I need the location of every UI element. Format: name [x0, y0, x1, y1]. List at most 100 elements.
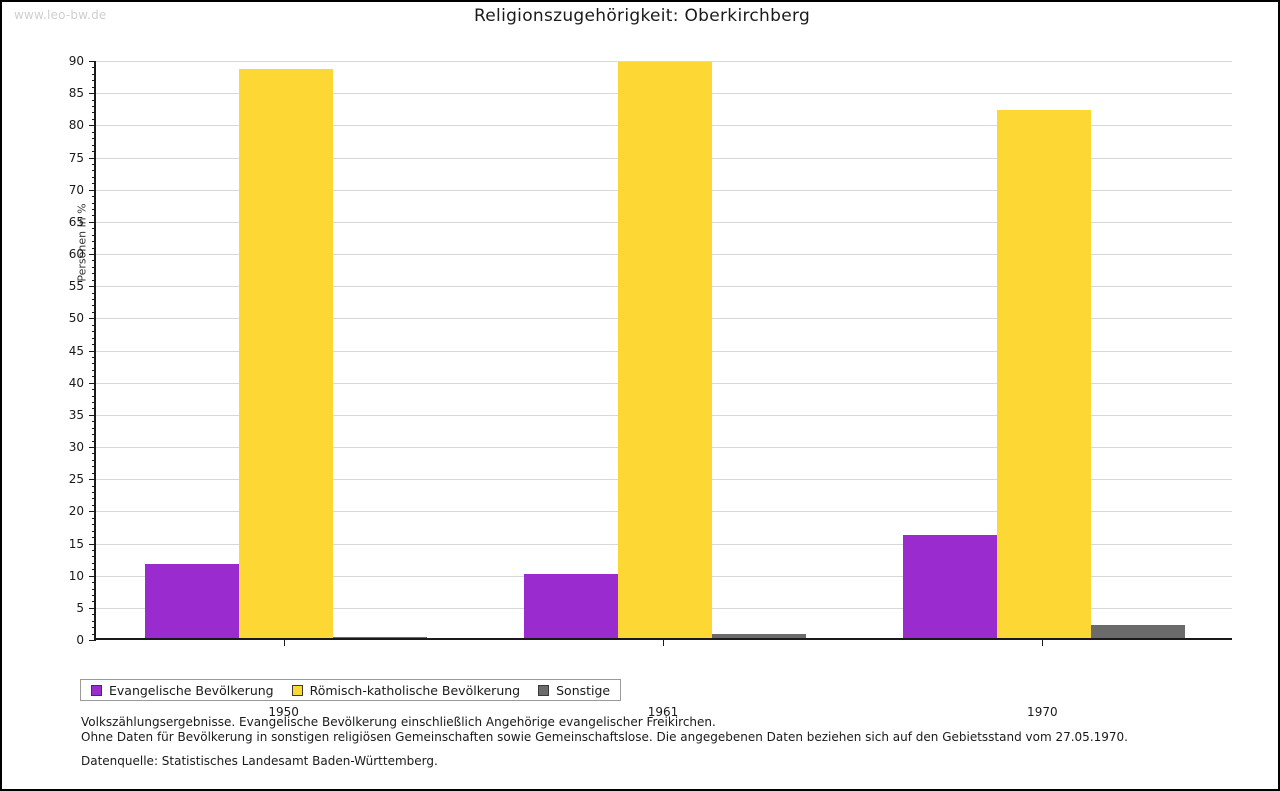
- y-tick-minor: [92, 389, 96, 391]
- y-tick-major: [89, 189, 96, 191]
- y-tick-major: [89, 93, 96, 95]
- y-tick-minor: [92, 247, 96, 249]
- legend-label: Evangelische Bevölkerung: [109, 682, 274, 698]
- y-tick-minor: [92, 594, 96, 596]
- y-tick-minor: [92, 215, 96, 217]
- y-tick-label: 25: [68, 472, 84, 487]
- y-tick-minor: [92, 228, 96, 230]
- x-axis-label: 1970: [1027, 705, 1058, 719]
- y-tick-major: [89, 607, 96, 609]
- y-tick-minor: [92, 73, 96, 75]
- y-tick-minor: [92, 241, 96, 243]
- y-tick-minor: [92, 266, 96, 268]
- y-tick-label: 35: [68, 407, 84, 422]
- y-tick-label: 10: [68, 568, 84, 583]
- y-tick-minor: [92, 234, 96, 236]
- y-tick-minor: [92, 279, 96, 281]
- y-tick-minor: [92, 163, 96, 165]
- bar-1961-series-0: [524, 573, 618, 638]
- y-tick-minor: [92, 363, 96, 365]
- y-tick-major: [89, 447, 96, 448]
- y-tick-minor: [92, 530, 96, 532]
- y-tick-minor: [92, 170, 96, 172]
- y-tick-label: 20: [68, 504, 84, 519]
- y-tick-label: 85: [68, 86, 84, 101]
- y-tick-minor: [92, 196, 96, 198]
- legend-label: Sonstige: [556, 682, 611, 698]
- y-tick-label: 15: [68, 536, 84, 551]
- y-tick-minor: [92, 202, 96, 204]
- y-tick-label: 90: [68, 54, 84, 68]
- y-tick-label: 5: [76, 600, 84, 615]
- bar-1961-series-1: [618, 61, 712, 638]
- y-tick-minor: [92, 176, 96, 178]
- y-tick-minor: [92, 131, 96, 133]
- y-tick-label: 60: [68, 247, 84, 261]
- y-tick-minor: [92, 492, 96, 494]
- watermark-text: www.leo-bw.de: [14, 8, 107, 22]
- y-tick-minor: [92, 292, 96, 294]
- y-tick-major: [89, 254, 96, 255]
- y-tick-minor: [92, 498, 96, 500]
- y-tick-minor: [92, 620, 96, 622]
- y-tick-label: 75: [68, 150, 84, 165]
- x-tick: [663, 640, 664, 646]
- bar-1970-series-1: [997, 110, 1092, 638]
- x-tick: [1042, 640, 1044, 646]
- x-axis-label: 1961: [647, 705, 679, 719]
- footnotes: Volkszählungsergebnisse. Evangelische Be…: [81, 715, 1128, 745]
- y-tick-minor: [92, 614, 96, 616]
- y-tick-major: [89, 286, 96, 288]
- y-tick-minor: [92, 440, 96, 442]
- y-tick-minor: [92, 305, 96, 307]
- y-axis-labels: Personen in % 0 5 10 15 20 25 30 35 40 45 50 55 60 65…: [54, 54, 89, 647]
- bar-1950-series-2: [332, 637, 427, 638]
- footnote-line-1: Volkszählungsergebnisse. Evangelische Be…: [81, 715, 716, 729]
- y-tick-major: [89, 479, 96, 481]
- y-tick-minor: [92, 183, 96, 185]
- y-tick-minor: [92, 344, 96, 346]
- y-tick-minor: [92, 633, 96, 635]
- y-tick-major: [89, 318, 96, 320]
- bar-1950-series-1: [238, 68, 333, 638]
- y-tick-major: [89, 61, 96, 62]
- y-tick-minor: [92, 549, 96, 551]
- y-tick-minor: [92, 356, 96, 358]
- y-tick-minor: [92, 569, 96, 571]
- chart-legend: Evangelische Bevölkerung Römisch-katholi…: [80, 679, 622, 701]
- y-tick-label: 70: [68, 182, 84, 197]
- y-tick-minor: [92, 627, 96, 629]
- y-tick-major: [89, 511, 96, 513]
- y-tick-minor: [92, 459, 96, 461]
- y-tick-minor: [92, 485, 96, 487]
- y-tick-minor: [92, 337, 96, 339]
- y-tick-major: [89, 414, 96, 416]
- y-tick-label: 50: [68, 311, 84, 326]
- y-tick-minor: [92, 106, 96, 108]
- legend-swatch-icon: [538, 684, 550, 696]
- y-tick-minor: [92, 80, 96, 82]
- plot-area: 1950 1961 1970: [89, 61, 1232, 719]
- bar-1970-series-2: [1091, 625, 1186, 638]
- y-tick-major: [89, 382, 96, 384]
- footnote-line-2: Ohne Daten für Bevölkerung in sonstigen …: [81, 730, 1128, 744]
- y-tick-minor: [92, 311, 96, 313]
- y-tick-label: 45: [68, 343, 84, 358]
- y-tick-minor: [92, 434, 96, 436]
- page-title: Religionszugehörigkeit: Oberkirchberg: [473, 6, 811, 26]
- legend-swatch-icon: [291, 684, 303, 696]
- y-tick-minor: [92, 67, 96, 69]
- bar-1950-series-0: [144, 564, 239, 638]
- grid-area: [89, 61, 1232, 641]
- y-tick-minor: [92, 556, 96, 558]
- y-tick-minor: [92, 517, 96, 519]
- y-tick-minor: [92, 466, 96, 468]
- y-tick-minor: [92, 472, 96, 474]
- y-tick-minor: [92, 118, 96, 120]
- legend-item-sonstige: Sonstige: [538, 683, 610, 698]
- y-tick-minor: [92, 537, 96, 539]
- y-tick-major: [89, 125, 96, 127]
- y-tick-label: 30: [68, 440, 84, 454]
- y-tick-minor: [92, 401, 96, 403]
